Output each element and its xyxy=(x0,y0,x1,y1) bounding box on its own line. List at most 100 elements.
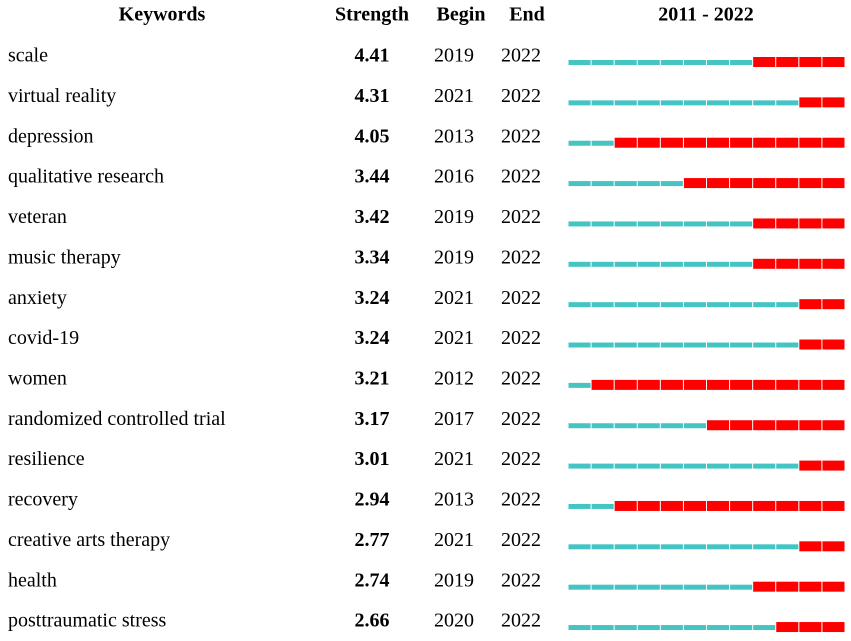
year-segment xyxy=(707,544,730,550)
year-segment xyxy=(591,302,614,308)
year-segment xyxy=(776,100,799,106)
year-segment xyxy=(591,261,614,267)
burst-segment xyxy=(822,420,845,431)
burst-segment xyxy=(799,339,822,350)
strength: 2.74 xyxy=(355,569,390,591)
header-end: End xyxy=(509,4,545,26)
year-segment xyxy=(776,302,799,308)
begin-year: 2019 xyxy=(434,206,474,228)
begin-year: 2021 xyxy=(434,287,474,309)
burst-segment xyxy=(753,500,776,511)
year-segment xyxy=(591,221,614,227)
year-segment xyxy=(683,302,706,308)
year-segment xyxy=(683,423,706,429)
keyword: anxiety xyxy=(8,287,67,309)
year-segment xyxy=(614,302,637,308)
keyword: depression xyxy=(8,125,94,147)
year-segment xyxy=(660,423,683,429)
burst-segment xyxy=(637,500,660,511)
burst-segment xyxy=(822,178,845,189)
begin-year: 2013 xyxy=(434,489,474,511)
strength: 2.94 xyxy=(355,489,390,511)
year-segment xyxy=(637,584,660,590)
keyword: virtual reality xyxy=(8,85,116,107)
year-segment xyxy=(730,261,753,267)
year-segment xyxy=(591,503,614,509)
end-year: 2022 xyxy=(501,408,541,430)
keyword: qualitative research xyxy=(8,166,164,188)
keyword: posttraumatic stress xyxy=(8,610,167,632)
strength: 3.01 xyxy=(355,448,390,470)
year-segment xyxy=(614,544,637,550)
burst-segment xyxy=(822,218,845,229)
burst-segment xyxy=(776,420,799,431)
keyword: women xyxy=(8,367,67,389)
year-segment xyxy=(707,60,730,65)
end-year: 2022 xyxy=(501,166,541,188)
year-segment xyxy=(637,463,660,469)
year-segment xyxy=(614,423,637,429)
keyword: resilience xyxy=(8,448,85,470)
burst-segment xyxy=(753,258,776,269)
burst-segment xyxy=(614,137,637,148)
year-segment xyxy=(660,584,683,590)
year-segment xyxy=(660,342,683,348)
burst-segment xyxy=(822,541,845,552)
burst-segment xyxy=(822,500,845,511)
keyword: scale xyxy=(8,45,48,67)
year-segment xyxy=(707,261,730,267)
end-year: 2022 xyxy=(501,569,541,591)
burst-segment xyxy=(776,178,799,189)
year-segment xyxy=(568,302,591,308)
year-segment xyxy=(683,221,706,227)
year-segment xyxy=(637,625,660,631)
year-segment xyxy=(568,544,591,550)
year-segment xyxy=(730,302,753,308)
burst-segment xyxy=(776,218,799,229)
year-segment xyxy=(614,60,637,65)
keyword: creative arts therapy xyxy=(8,529,170,551)
year-segment xyxy=(568,342,591,348)
burst-segment xyxy=(660,137,683,148)
strength: 4.41 xyxy=(355,45,390,67)
year-segment xyxy=(730,342,753,348)
year-segment xyxy=(614,100,637,106)
burst-segment xyxy=(753,379,776,390)
end-year: 2022 xyxy=(501,246,541,268)
year-segment xyxy=(707,100,730,106)
year-segment xyxy=(683,544,706,550)
strength: 3.34 xyxy=(355,246,390,268)
burst-segment xyxy=(799,622,822,633)
burst-segment xyxy=(799,299,822,310)
burst-segment xyxy=(776,137,799,148)
burst-segment xyxy=(799,178,822,189)
year-segment xyxy=(637,261,660,267)
begin-year: 2021 xyxy=(434,327,474,349)
year-segment xyxy=(753,302,776,308)
strength: 3.21 xyxy=(355,367,390,389)
year-segment xyxy=(730,584,753,590)
year-segment xyxy=(637,544,660,550)
year-segment xyxy=(568,261,591,267)
burst-segment xyxy=(799,541,822,552)
year-segment xyxy=(683,584,706,590)
burst-segment xyxy=(637,137,660,148)
strength: 2.66 xyxy=(355,610,390,632)
year-segment xyxy=(637,221,660,227)
burst-segment xyxy=(822,97,845,108)
year-segment xyxy=(614,221,637,227)
year-segment xyxy=(707,221,730,227)
begin-year: 2019 xyxy=(434,246,474,268)
end-year: 2022 xyxy=(501,367,541,389)
keyword: health xyxy=(8,569,57,591)
keyword: recovery xyxy=(8,489,78,511)
burst-segment xyxy=(753,218,776,229)
burst-segment xyxy=(776,500,799,511)
strength: 4.05 xyxy=(355,125,390,147)
year-segment xyxy=(591,544,614,550)
end-year: 2022 xyxy=(501,85,541,107)
burst-segment xyxy=(730,137,753,148)
year-segment xyxy=(660,625,683,631)
burst-segment xyxy=(799,218,822,229)
year-segment xyxy=(753,625,776,631)
